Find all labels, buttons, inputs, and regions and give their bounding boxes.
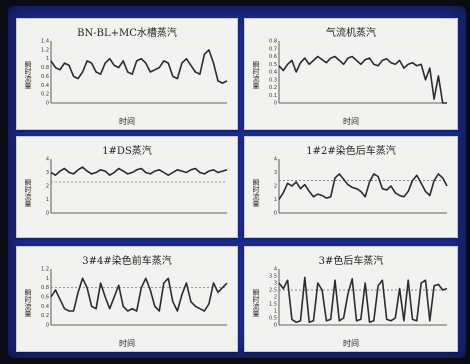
chart-panel-3: 1#DS蒸汽 瞬时流量 4 3 2 1 0: [16, 136, 238, 238]
chart-title: 气流机蒸汽: [326, 28, 376, 39]
chart-title: 3#4#染色前车蒸汽: [82, 256, 172, 267]
y-tick-label: 0.7: [269, 46, 277, 52]
y-tick-label: 0: [274, 323, 277, 329]
y-tick-label: 4: [274, 157, 277, 163]
y-tick-label: 0.2: [41, 92, 49, 98]
x-axis-label: 时间: [343, 339, 359, 348]
line-chart: 4 3 2 1 0: [46, 157, 228, 217]
y-tick-label: 1: [46, 276, 49, 282]
chart-panel-4: 1#2#染色后车蒸汽 瞬时流量 4 3 2 1 0: [244, 136, 458, 238]
line-chart: 43.532.521.510.50: [269, 267, 448, 329]
y-tick-label: 3: [274, 281, 277, 287]
y-axis-label: 瞬时流量: [252, 289, 260, 317]
y-tick-label: 2: [274, 184, 277, 190]
chart-title: 3#色后车蒸汽: [318, 256, 384, 267]
chart-panel-6: 3#色后车蒸汽 瞬时流量 4 3.5 3 2.5 2 1.5 1 0.5 0 时间: [244, 246, 458, 352]
y-axis-label: 瞬时流量: [24, 179, 32, 207]
y-tick-label: 0: [46, 323, 49, 329]
y-tick-label: 3.5: [269, 274, 277, 280]
y-tick-label: 1: [274, 197, 277, 203]
line-chart: 4 3 2 1 0: [274, 157, 448, 217]
chart-title: BN-BL+MC水槽蒸汽: [77, 28, 177, 39]
y-tick-label: 0.8: [41, 65, 49, 71]
y-axis-label: 瞬时流量: [252, 61, 260, 89]
y-tick-label: 0.2: [41, 313, 49, 319]
y-tick-label: 1.2: [41, 267, 49, 273]
y-tick-label: 0.5: [269, 316, 277, 322]
y-axis-label: 瞬时流量: [24, 61, 32, 89]
y-tick-label: 4: [274, 267, 277, 273]
chart-panel-1: BN-BL+MC水槽蒸汽 瞬时流量 1.4 1.2 1 0.8 0.6 0.4 0.2 0 时…: [16, 18, 238, 130]
y-tick-label: 0.2: [269, 85, 277, 91]
y-tick-label: 1.5: [269, 302, 277, 308]
series-line: [50, 277, 228, 312]
y-tick-label: 0.8: [41, 285, 49, 291]
y-tick-label: 0.3: [269, 77, 277, 83]
line-chart: 1.2 1 0.8 0.6 0.4 0.2 0: [41, 267, 228, 329]
y-tick-label: 0.1: [269, 93, 277, 99]
y-axis-label: 瞬时流量: [252, 179, 260, 207]
line-chart: 0.80.7 0.6 0.5 0.40.3 0.2 0.1 0: [269, 39, 447, 107]
y-tick-label: 0.4: [41, 304, 49, 310]
y-tick-label: 1: [274, 309, 277, 315]
chart-panel-5: 3#4#染色前车蒸汽 瞬时流量 1.2 1 0.8 0.6 0.4 0.2 0 时间: [16, 246, 238, 352]
dashboard-screen: BN-BL+MC水槽蒸汽 瞬时流量 1.4 1.2 1 0.8 0.6 0.4 0.2 0 时…: [8, 6, 466, 358]
y-tick-label: 0.4: [41, 83, 49, 89]
y-tick-label: 1.2: [41, 47, 49, 53]
line-chart: 1.4 1.2 1 0.8 0.6 0.4 0.2 0: [41, 39, 228, 107]
series-line: [278, 55, 447, 104]
y-tick-label: 0.6: [41, 295, 49, 301]
y-tick-label: 0.4: [269, 70, 277, 76]
y-tick-label: 0: [46, 211, 49, 217]
y-tick-label: 4: [46, 157, 49, 163]
y-tick-label: 0: [274, 101, 277, 107]
series-line: [50, 49, 228, 84]
y-tick-label: 2: [274, 295, 277, 301]
y-tick-label: 0: [274, 211, 277, 217]
y-tick-label: 1: [46, 56, 49, 62]
y-tick-label: 3: [46, 170, 49, 176]
y-tick-label: 3: [274, 170, 277, 176]
y-tick-label: 2: [46, 184, 49, 190]
chart-title: 1#2#染色后车蒸汽: [306, 146, 396, 157]
y-tick-label: 1.4: [41, 39, 49, 45]
series-line: [278, 276, 448, 324]
y-tick-label: 0: [46, 101, 49, 107]
chart-title: 1#DS蒸汽: [102, 146, 152, 157]
x-axis-label: 时间: [119, 339, 135, 348]
chart-panel-2: 气流机蒸汽 瞬时流量 0.8 0.7 0.6 0.5 0.4 0.3 0.2 0.1 0 时间: [244, 18, 458, 130]
y-tick-label: 0.6: [41, 74, 49, 80]
x-axis-label: 时间: [343, 117, 359, 126]
series-line: [278, 173, 448, 200]
y-tick-label: 0.5: [269, 62, 277, 68]
y-tick-label: 0.6: [269, 54, 277, 60]
series-line: [50, 166, 228, 177]
x-axis-label: 时间: [119, 117, 135, 126]
y-axis-label: 瞬时流量: [24, 289, 32, 317]
y-tick-label: 1: [46, 197, 49, 203]
y-tick-label: 2.5: [269, 288, 277, 294]
y-tick-label: 0.8: [269, 39, 277, 45]
